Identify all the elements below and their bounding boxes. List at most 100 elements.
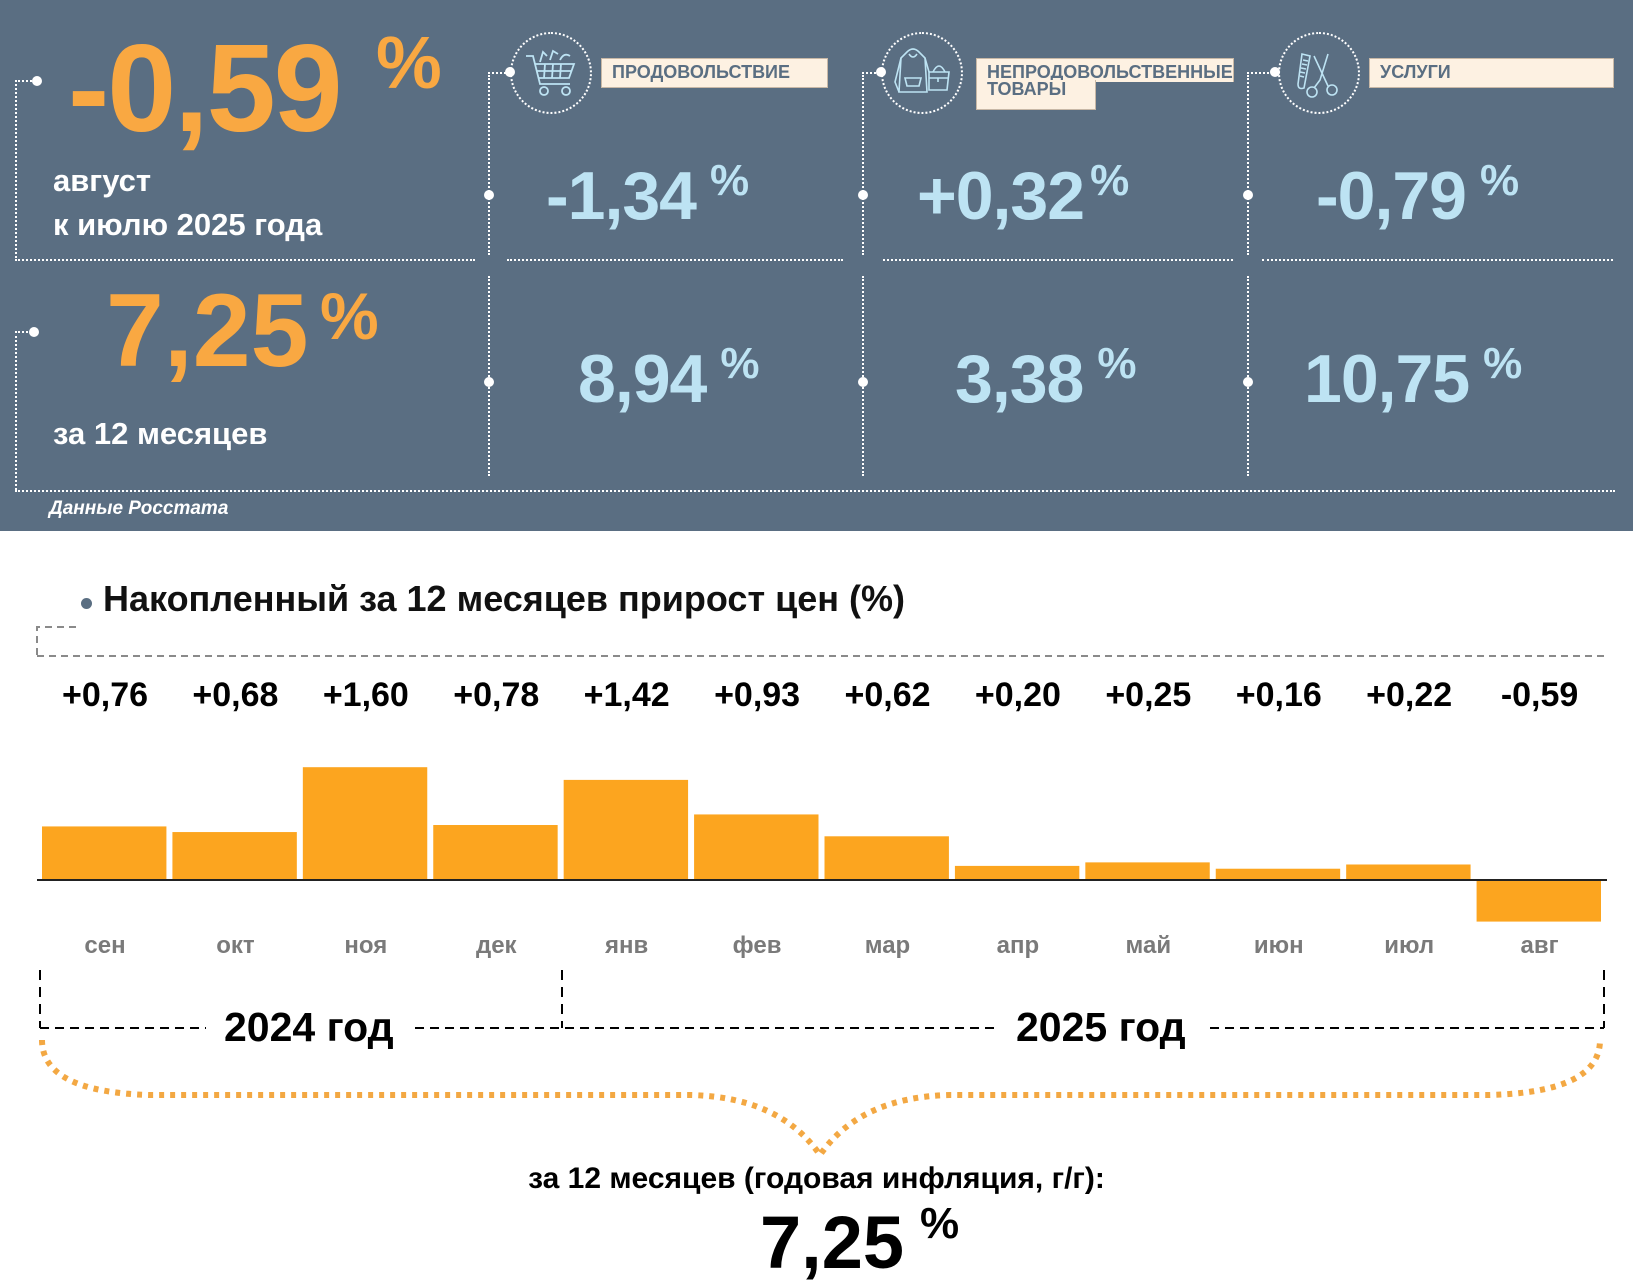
monthly-label-line2: к июлю 2025 года <box>53 207 323 242</box>
divider <box>15 259 475 261</box>
divider <box>1247 72 1273 74</box>
category-label-nonfood-line2: ТОВАРЫ <box>976 80 1096 110</box>
value-label-авг: -0,59 <box>1500 676 1579 714</box>
annual-summary-label: за 12 месяцев (годовая инфляция, г/г): <box>528 1162 1105 1195</box>
value-label-апр: +0,20 <box>974 676 1061 714</box>
connector-node <box>1243 377 1253 387</box>
divider <box>1247 276 1249 476</box>
category-label-services: УСЛУГИ <box>1369 58 1614 88</box>
divider <box>507 259 843 261</box>
value-label-дек: +0,78 <box>453 676 540 714</box>
category-label-nonfood-line1: НЕПРОДОВОЛЬСТВЕННЫЕ <box>976 58 1234 82</box>
value-label-сен: +0,76 <box>61 676 149 714</box>
value-label-июл: +0,22 <box>1366 676 1453 714</box>
bar-сен <box>42 826 167 880</box>
value-number: -0,79 <box>1316 158 1467 234</box>
title-bullet <box>81 598 92 609</box>
bar-окт <box>172 832 297 880</box>
divider <box>1247 75 1249 255</box>
bar-ноя <box>302 767 428 880</box>
comb-scissors-icon <box>1297 53 1338 98</box>
connector-node <box>1270 67 1280 77</box>
monthly-label-line1: август <box>53 163 152 198</box>
summary-number: 7,25 <box>760 1201 905 1284</box>
data-source: Данные Росстата <box>49 498 229 519</box>
month-label-дек: дек <box>475 932 517 959</box>
connector-node <box>32 76 42 86</box>
food-monthly-value: -1,34% <box>546 156 749 235</box>
value-label-ноя: +1,60 <box>322 676 409 714</box>
annual-brace <box>39 1039 1603 1161</box>
nonfood-monthly-value: +0,32% <box>917 156 1129 235</box>
value-unit: % <box>1480 156 1519 205</box>
services-annual-value: 10,75% <box>1304 339 1522 418</box>
value-number: 3,38 <box>955 341 1084 417</box>
monthly-cpi-unit: % <box>376 21 442 104</box>
chart-frame-lines <box>36 626 1605 657</box>
month-label-мар: мар <box>864 932 911 959</box>
month-label-фев: фев <box>732 932 782 959</box>
annual-cpi-value: 7,25 <box>106 273 309 389</box>
summary-panel: -0,59 % август к июлю 2025 года 7,25 % з… <box>0 0 1633 531</box>
divider <box>15 80 35 82</box>
services-monthly-value: -0,79% <box>1316 156 1519 235</box>
bar-май <box>1085 862 1210 880</box>
connector-node <box>29 327 39 337</box>
value-label-май: +0,25 <box>1105 676 1192 714</box>
value-number: 8,94 <box>578 341 707 417</box>
divider <box>15 490 1615 492</box>
value-label-окт: +0,68 <box>192 676 279 714</box>
hoodie-handbag-icon <box>894 48 950 93</box>
value-label-янв: +1,42 <box>583 676 670 714</box>
value-number: 10,75 <box>1304 341 1470 417</box>
services-category-icon-wrap <box>1278 32 1360 114</box>
month-label-окт: окт <box>216 932 255 959</box>
month-label-май: май <box>1125 932 1172 959</box>
bar-июл <box>1346 864 1471 880</box>
bar-янв <box>563 779 689 880</box>
chart-title: Накопленный за 12 месяцев прирост цен (%… <box>103 578 905 619</box>
annual-cpi-unit: % <box>320 279 379 353</box>
food-category-icon-wrap <box>510 32 592 114</box>
month-label-июл: июл <box>1384 932 1435 959</box>
monthly-cpi-value: -0,59 <box>68 20 343 158</box>
divider <box>862 75 864 255</box>
value-unit: % <box>710 156 749 205</box>
bar-июн <box>1215 868 1341 880</box>
month-label-сен: сен <box>84 932 126 959</box>
value-label-мар: +0,62 <box>844 676 931 714</box>
food-annual-value: 8,94% <box>578 339 759 418</box>
value-unit: % <box>1097 339 1136 388</box>
divider <box>862 72 880 74</box>
year-label-2025: 2025 год <box>998 1004 1204 1051</box>
annual-label: за 12 месяцев <box>53 416 268 451</box>
value-label-фев: +0,93 <box>714 676 801 714</box>
category-label-food: ПРОДОВОЛЬСТВИЕ <box>601 58 828 88</box>
value-unit: % <box>1090 156 1129 205</box>
divider <box>1262 259 1613 261</box>
bar-мар <box>824 836 949 880</box>
month-label-апр: апр <box>996 932 1040 959</box>
shopping-cart-icon <box>526 49 576 96</box>
month-label-ноя: ноя <box>344 932 388 959</box>
divider <box>15 80 17 258</box>
value-unit: % <box>1483 339 1522 388</box>
bar-дек <box>433 825 558 880</box>
month-label-июн: июн <box>1253 932 1304 959</box>
divider <box>883 259 1233 261</box>
divider <box>488 276 490 476</box>
divider <box>15 331 35 333</box>
value-label-июн: +0,16 <box>1235 676 1322 714</box>
connector-node <box>858 377 868 387</box>
connector-node <box>858 190 868 200</box>
title-bracket <box>36 626 80 655</box>
summary-unit: % <box>920 1199 960 1248</box>
year-label-2024: 2024 год <box>206 1004 412 1051</box>
month-label-авг: авг <box>1520 932 1559 959</box>
divider <box>488 75 490 255</box>
connector-node <box>484 190 494 200</box>
divider <box>862 276 864 476</box>
bar-chart <box>37 767 1607 922</box>
annual-summary-value: 7,25% <box>760 1199 960 1285</box>
month-label-янв: янв <box>605 932 649 959</box>
